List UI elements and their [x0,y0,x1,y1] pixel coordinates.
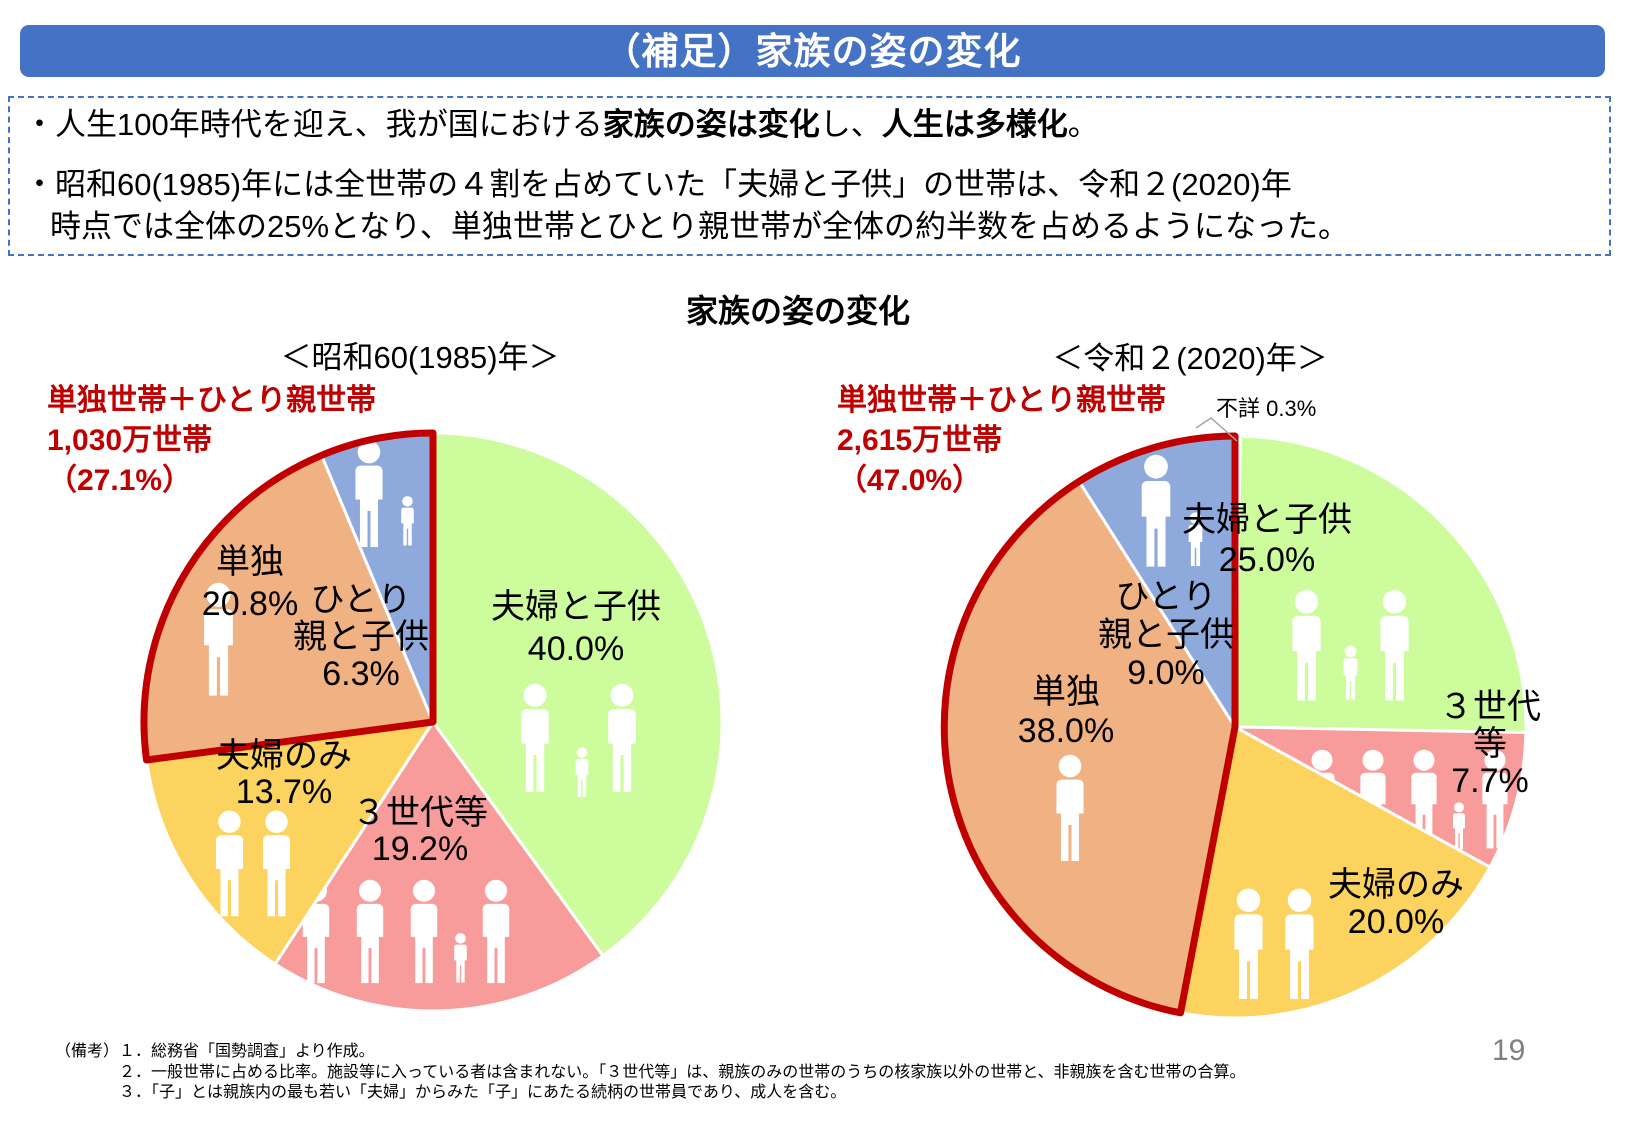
footnote-3: ３．「子」とは親族内の最も若い「夫婦」からみた「子」にあたる続柄の世帯員であり、… [119,1084,847,1101]
summary-bullet-1: ・人生100年時代を迎え、我が国における家族の姿は変化し、人生は多様化。 [24,107,1099,142]
pie-0-slice-夫婦と子供 [431,431,724,958]
pie-1985-subtitle: ＜昭和60(1985)年＞ [280,340,560,375]
footnotes: （備考）１．総務省「国勢調査」より作成。 ２．一般世帯に占める比率。施設等に入っ… [55,1042,1246,1104]
header-bar: （補足）家族の姿の変化 [20,25,1605,77]
pie-0-highlight-outline [140,429,437,764]
page-number: 19 [1492,1034,1526,1067]
pie-2020-highlight-annotation: 単独世帯＋ひとり親世帯 2,615万世帯 （47.0%） [837,384,1167,497]
pie-2020-subtitle: ＜令和２(2020)年＞ [1052,341,1328,376]
pie-1985-highlight-annotation: 単独世帯＋ひとり親世帯 1,030万世帯 （27.1%） [47,384,377,497]
pie-1-highlight-outline [940,432,1239,1017]
pie-1-slice-夫婦と子供 [1233,434,1528,734]
pie-0-slice-３世代等 [273,720,605,1013]
unknown-slice-callout: 不詳 0.3% [1216,396,1317,421]
summary-bullet-2-line2: 時点では全体の25%となり、単独世帯とひとり親世帯が全体の約半数を占めるようにな… [50,209,1349,244]
chart-title: 家族の姿の変化 [685,293,910,329]
page-title: （補足）家族の姿の変化 [603,31,1022,72]
footnote-1: （備考）１．総務省「国勢調査」より作成。 [55,1043,375,1060]
footnote-2: ２．一般世帯に占める比率。施設等に入っている者は含まれない。「３世代等」は、親族… [119,1063,1246,1081]
summary-bullet-2-line1: ・昭和60(1985)年には全世帯の４割を占めていた「夫婦と子供」の世帯は、令和… [24,167,1292,202]
summary-box: ・人生100年時代を迎え、我が国における家族の姿は変化し、人生は多様化。 ・昭和… [8,96,1611,256]
unknown-slice-leader-line [1195,417,1238,442]
